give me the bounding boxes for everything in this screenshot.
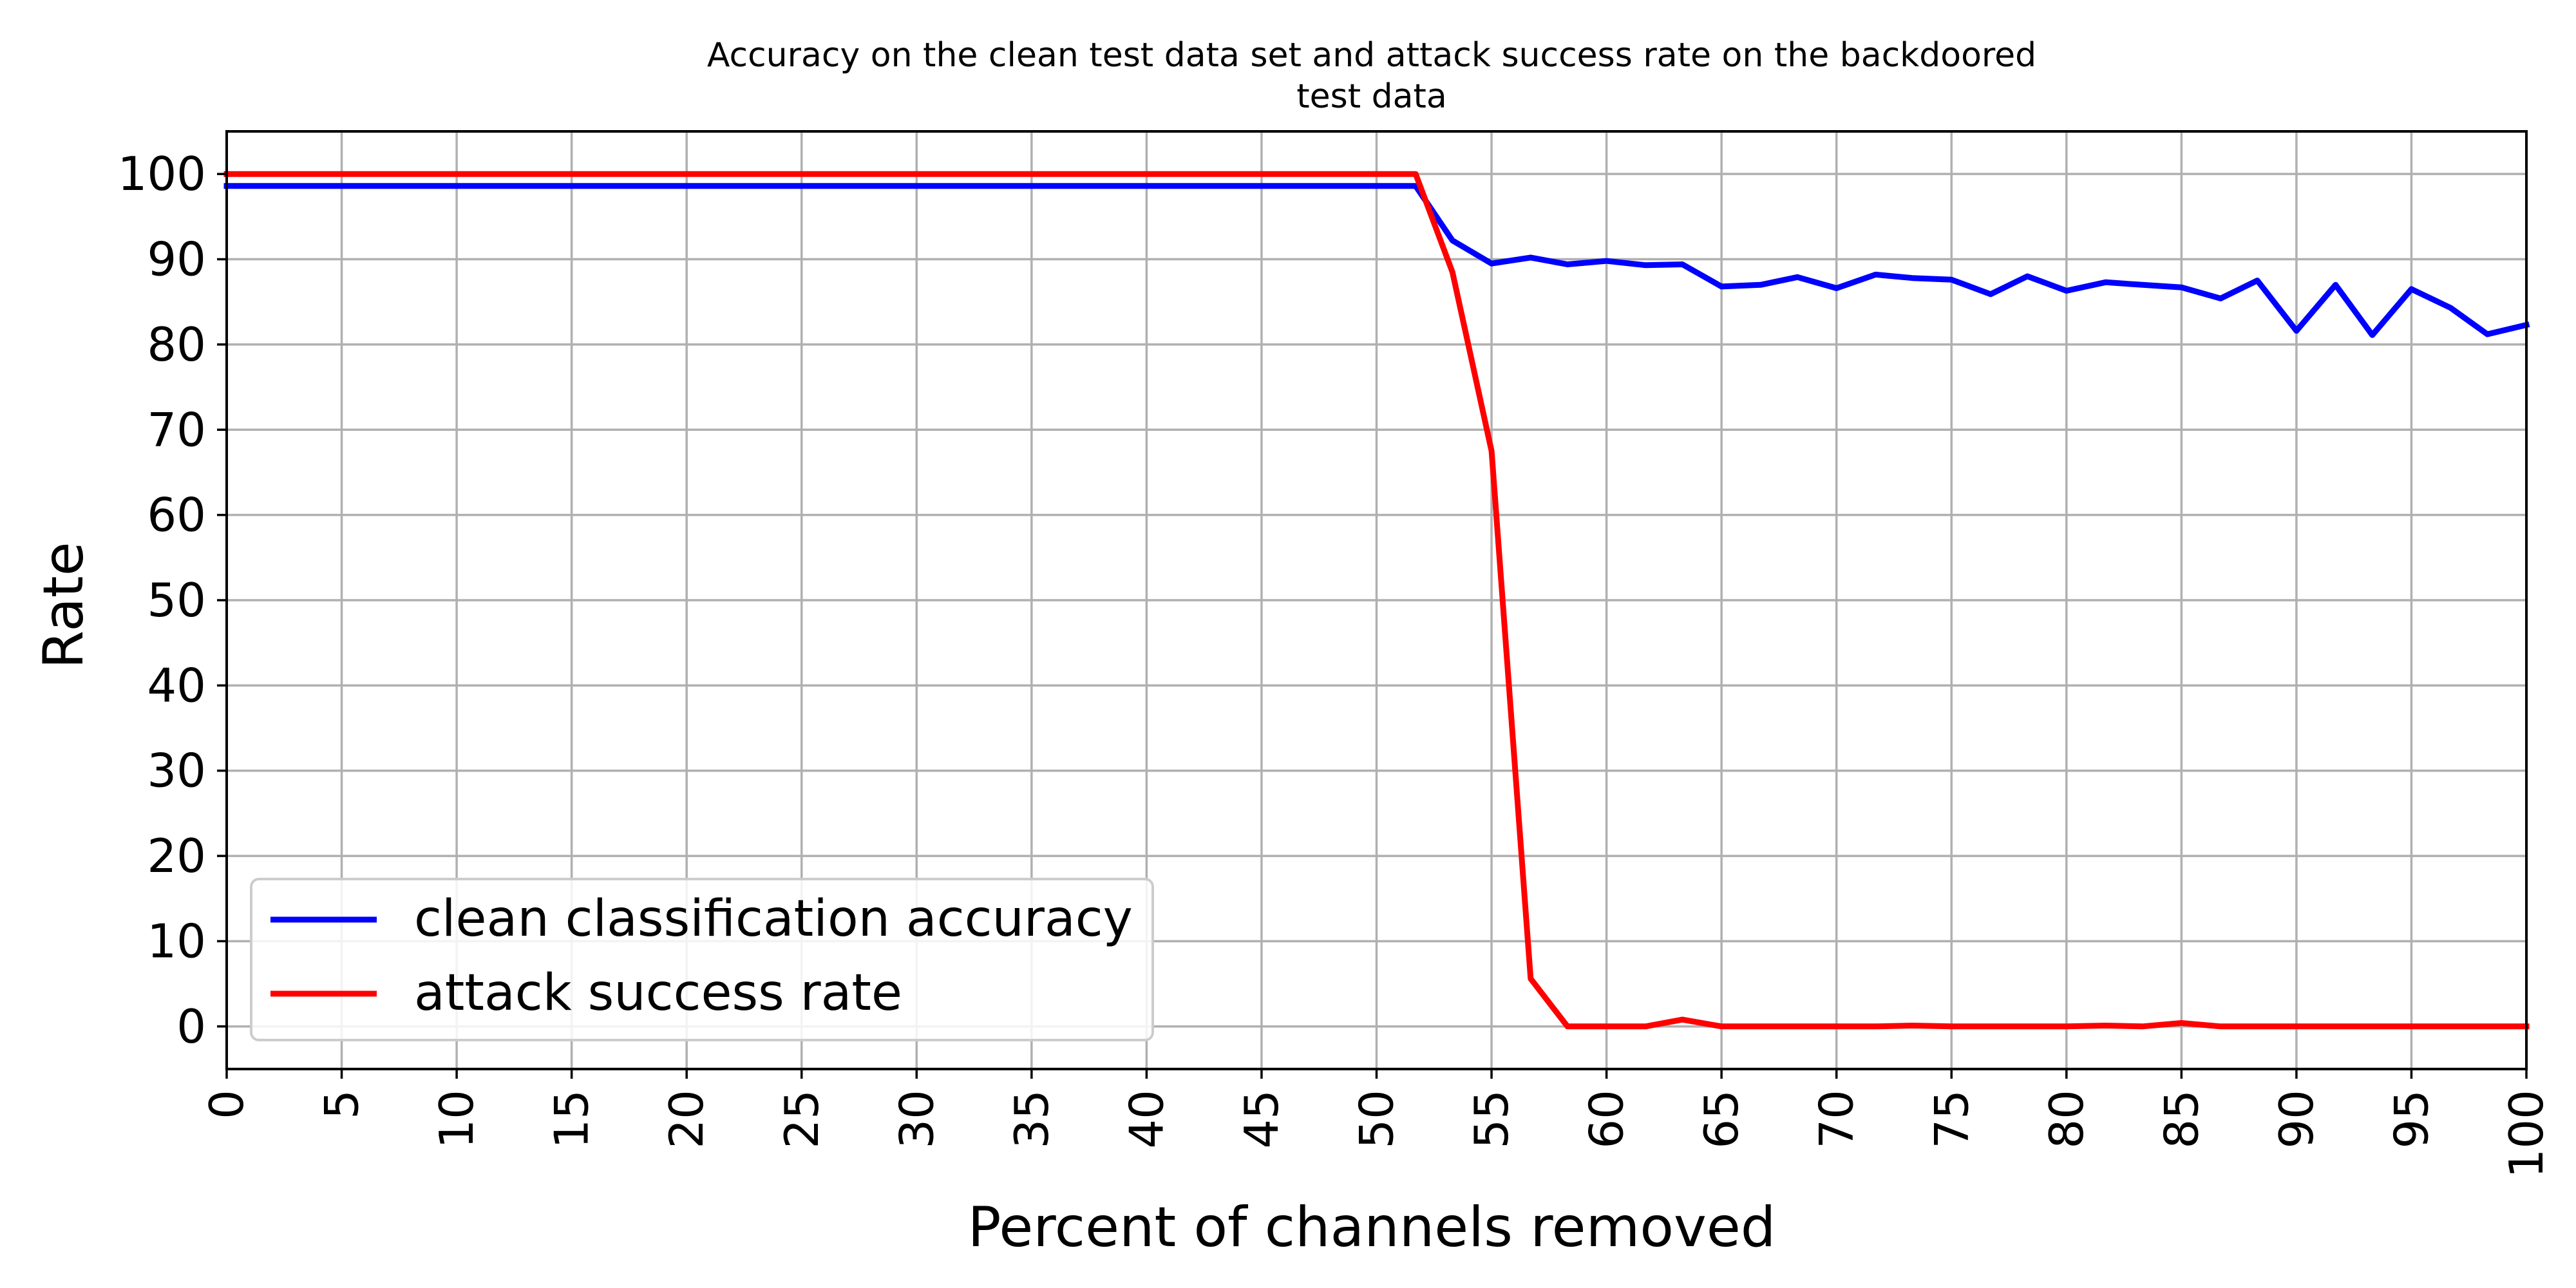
y-tick-label: 90 bbox=[147, 232, 206, 287]
axis-ticks: 0 5 10 15 20 25 30 35 40 45 50 55 60 65 70 75 80 85 90 95 10… bbox=[118, 147, 2553, 1178]
y-axis-label: Rate bbox=[32, 542, 96, 668]
legend-label-clean-accuracy: clean classification accuracy bbox=[414, 890, 1133, 948]
x-tick-label: 25 bbox=[775, 1090, 829, 1149]
x-tick-label: 15 bbox=[545, 1090, 599, 1149]
y-tick-label: 30 bbox=[147, 744, 206, 798]
y-tick-label: 70 bbox=[147, 402, 206, 457]
x-tick-label: 35 bbox=[1005, 1090, 1059, 1149]
y-tick-label: 60 bbox=[147, 488, 206, 542]
series-lines bbox=[223, 171, 2530, 1030]
chart-title-line-2: test data bbox=[1296, 77, 1447, 116]
x-tick-label: 85 bbox=[2154, 1090, 2208, 1149]
y-tick-label: 80 bbox=[147, 317, 206, 372]
x-tick-label: 30 bbox=[889, 1090, 943, 1149]
chart-title-line-1: Accuracy on the clean test data set and … bbox=[707, 36, 2036, 75]
x-tick-label: 90 bbox=[2269, 1090, 2324, 1149]
y-tick-label: 0 bbox=[176, 999, 206, 1054]
x-tick-label: 60 bbox=[1580, 1090, 1634, 1149]
x-tick-label: 100 bbox=[2499, 1090, 2553, 1178]
x-tick-label: 50 bbox=[1350, 1090, 1404, 1149]
x-tick-label: 45 bbox=[1235, 1090, 1289, 1149]
x-tick-label: 5 bbox=[315, 1090, 369, 1119]
x-tick-label: 70 bbox=[1810, 1090, 1864, 1149]
legend: clean classification accuracy attack suc… bbox=[250, 878, 1154, 1041]
x-tick-label: 65 bbox=[1694, 1090, 1748, 1149]
x-tick-label: 20 bbox=[659, 1090, 714, 1149]
x-tick-label: 40 bbox=[1119, 1090, 1173, 1149]
y-tick-label: 50 bbox=[147, 573, 206, 627]
y-tick-label: 20 bbox=[147, 829, 206, 883]
x-tick-label: 95 bbox=[2384, 1090, 2438, 1149]
series-line-attack-success bbox=[223, 171, 2530, 1030]
series-line-clean-accuracy bbox=[223, 183, 2530, 338]
x-tick-label: 10 bbox=[430, 1090, 484, 1149]
x-axis-label: Percent of channels removed bbox=[968, 1195, 1776, 1260]
x-tick-label: 75 bbox=[1924, 1090, 1978, 1149]
y-tick-label: 40 bbox=[147, 658, 206, 712]
y-tick-label: 100 bbox=[118, 147, 206, 201]
x-tick-label: 55 bbox=[1464, 1090, 1519, 1149]
legend-box bbox=[250, 878, 1154, 1041]
legend-label-attack-success: attack success rate bbox=[414, 964, 902, 1022]
y-tick-label: 10 bbox=[147, 914, 206, 968]
x-tick-label: 80 bbox=[2040, 1090, 2094, 1149]
x-tick-label: 0 bbox=[200, 1090, 254, 1119]
